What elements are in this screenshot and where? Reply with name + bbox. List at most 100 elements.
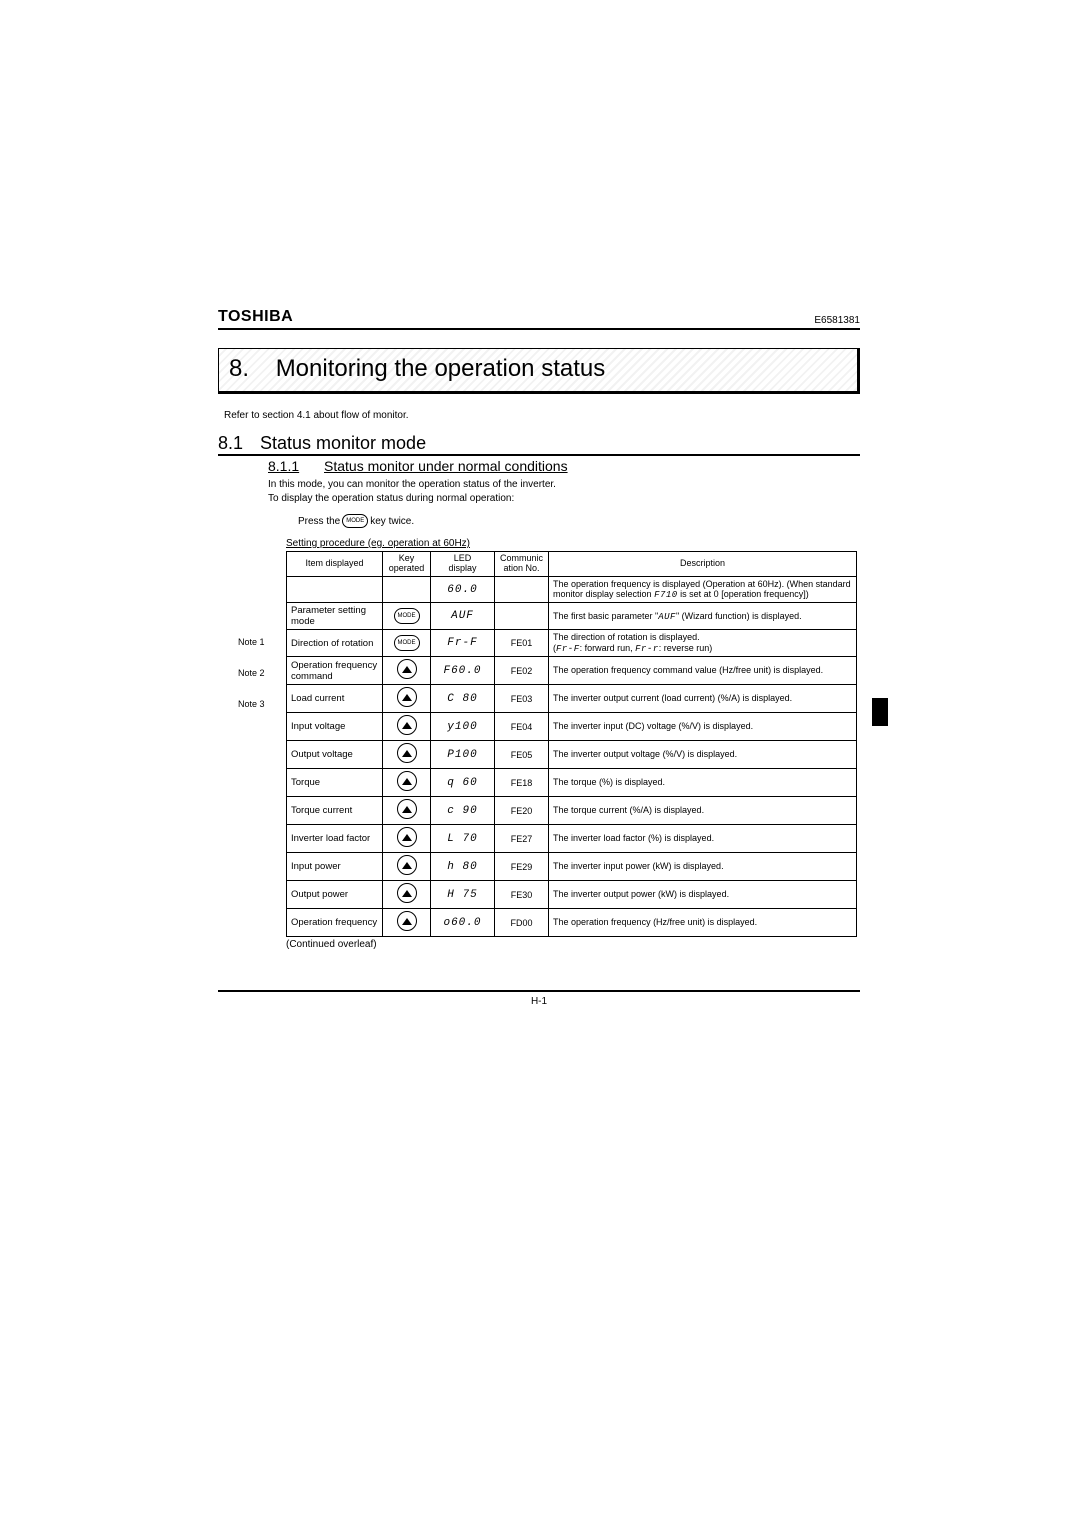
up-key-icon [397, 659, 417, 679]
cell-key [383, 825, 431, 853]
up-key-icon [397, 687, 417, 707]
cell-item: Torque [287, 769, 383, 797]
cell-desc: The operation frequency is displayed (Op… [549, 576, 857, 603]
cell-key [383, 576, 431, 603]
cell-key: MODE [383, 630, 431, 657]
side-notes: Note 1 Note 2 Note 3 [238, 637, 265, 729]
press-post: key twice. [370, 516, 414, 527]
press-instruction: Press the MODE key twice. [298, 514, 860, 528]
cell-comm: FE29 [495, 853, 549, 881]
cell-led: AUF [431, 603, 495, 630]
cell-desc: The operation frequency (Hz/free unit) i… [549, 909, 857, 937]
table-row: Load currentC 80FE03The inverter output … [287, 685, 857, 713]
cell-led: c 90 [431, 797, 495, 825]
table-row: Inverter load factor L 70FE27The inverter… [287, 825, 857, 853]
table-row: Operation frequency command F60.0FE02The … [287, 657, 857, 685]
up-key-icon [397, 743, 417, 763]
cell-desc: The inverter output power (kW) is displa… [549, 881, 857, 909]
table-row: Output voltageP100FE05The inverter outpu… [287, 741, 857, 769]
cell-item: Parameter setting mode [287, 603, 383, 630]
cell-item: Direction of rotation [287, 630, 383, 657]
cell-item: Inverter load factor [287, 825, 383, 853]
intro-text: In this mode, you can monitor the operat… [268, 478, 860, 506]
cell-led: 60.0 [431, 576, 495, 603]
subsection-8-1-1: 8.1.1 Status monitor under normal condit… [268, 458, 860, 474]
intro-line-1: In this mode, you can monitor the operat… [268, 478, 860, 492]
section-title: Status monitor mode [260, 433, 426, 454]
note-1: Note 1 [238, 637, 265, 648]
cell-comm: FE20 [495, 797, 549, 825]
cell-led: L 70 [431, 825, 495, 853]
cell-led: y100 [431, 713, 495, 741]
header-bar: TOSHIBA E6581381 [218, 308, 860, 330]
th-key: Keyoperated [383, 552, 431, 577]
table-row: Input power h 80FE29The inverter input po… [287, 853, 857, 881]
up-key-icon [397, 827, 417, 847]
section-number: 8.1 [218, 433, 260, 454]
cell-key [383, 881, 431, 909]
up-key-icon [397, 911, 417, 931]
cell-desc: The inverter output voltage (%/V) is dis… [549, 741, 857, 769]
status-monitor-table: Item displayed Keyoperated LEDdisplay Co… [286, 551, 857, 937]
th-desc: Description [549, 552, 857, 577]
cell-key [383, 741, 431, 769]
cell-key [383, 797, 431, 825]
table-row: 60.0 The operation frequency is displayed… [287, 576, 857, 603]
cell-desc: The inverter input power (kW) is display… [549, 853, 857, 881]
table-row: Operation frequencyo60.0FD00The operatio… [287, 909, 857, 937]
note-3: Note 3 [238, 699, 265, 710]
table-row: Input voltagey100FE04The inverter input … [287, 713, 857, 741]
chapter-number: 8. [229, 355, 249, 382]
cell-key [383, 657, 431, 685]
cell-comm: FE01 [495, 630, 549, 657]
section-8-1: 8.1 Status monitor mode [218, 433, 860, 456]
th-item: Item displayed [287, 552, 383, 577]
up-key-icon [397, 799, 417, 819]
cell-led: q 60 [431, 769, 495, 797]
cell-key: MODE [383, 603, 431, 630]
cell-comm: FD00 [495, 909, 549, 937]
cell-item: Operation frequency command [287, 657, 383, 685]
thumb-tab [872, 698, 888, 726]
up-key-icon [397, 855, 417, 875]
up-key-icon [397, 883, 417, 903]
table-row: Torque currentc 90FE20The torque current… [287, 797, 857, 825]
page-content: TOSHIBA E6581381 8. Monitoring the opera… [218, 308, 860, 1007]
table-wrapper: Note 1 Note 2 Note 3 Item displayed Keyo… [286, 551, 860, 937]
press-pre: Press the [298, 516, 340, 527]
mode-key-icon: MODE [394, 608, 420, 624]
cell-item: Input voltage [287, 713, 383, 741]
document-number: E6581381 [814, 315, 860, 326]
mode-key-icon: MODE [342, 514, 368, 528]
up-key-icon [397, 715, 417, 735]
cell-comm: FE02 [495, 657, 549, 685]
note-2: Note 2 [238, 668, 265, 679]
cell-key [383, 713, 431, 741]
table-row: Parameter setting modeMODEAUFThe first b… [287, 603, 857, 630]
cell-comm: FE04 [495, 713, 549, 741]
cell-item: Output power [287, 881, 383, 909]
continued-note: (Continued overleaf) [286, 939, 860, 950]
cell-comm: FE30 [495, 881, 549, 909]
subsection-number: 8.1.1 [268, 458, 324, 474]
table-row: Torqueq 60FE18The torque (%) is displaye… [287, 769, 857, 797]
cell-led: C 80 [431, 685, 495, 713]
cell-comm: FE27 [495, 825, 549, 853]
cell-item: Operation frequency [287, 909, 383, 937]
cell-led: h 80 [431, 853, 495, 881]
cell-led: Fr-F [431, 630, 495, 657]
cell-comm [495, 576, 549, 603]
cell-comm [495, 603, 549, 630]
cell-key [383, 685, 431, 713]
cell-led: F60.0 [431, 657, 495, 685]
subsection-title: Status monitor under normal conditions [324, 458, 568, 474]
cell-item: Input power [287, 853, 383, 881]
mode-key-icon: MODE [394, 635, 420, 651]
chapter-title-text: Monitoring the operation status [276, 355, 606, 382]
cell-desc: The direction of rotation is displayed.(… [549, 630, 857, 657]
cell-comm: FE05 [495, 741, 549, 769]
cell-desc: The inverter load factor (%) is displaye… [549, 825, 857, 853]
table-row: Output powerH 75FE30The inverter output … [287, 881, 857, 909]
th-comm: Communication No. [495, 552, 549, 577]
cell-desc: The operation frequency command value (H… [549, 657, 857, 685]
